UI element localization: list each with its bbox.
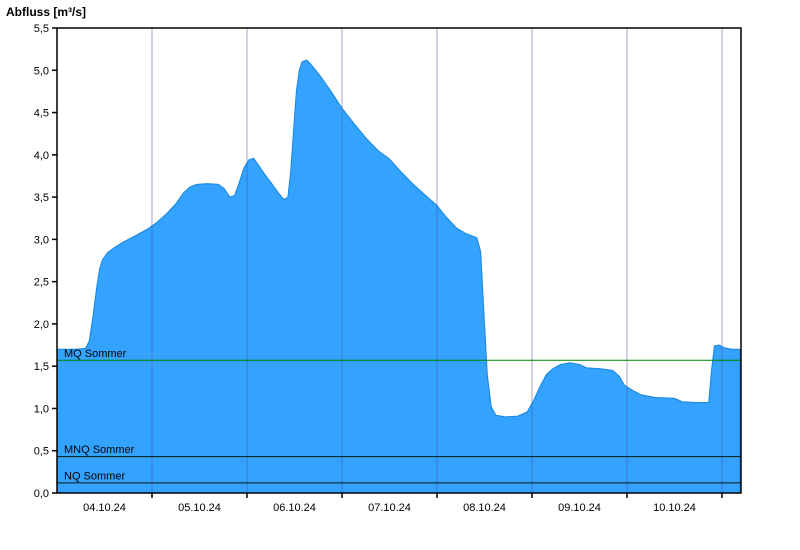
- y-axis-tick-label: 3,0: [34, 234, 49, 246]
- reference-line-label: NQ Sommer: [64, 470, 125, 482]
- x-axis-date-label: 05.10.24: [178, 502, 221, 514]
- x-axis-date-label: 07.10.24: [368, 502, 411, 514]
- x-axis-date-label: 04.10.24: [83, 502, 126, 514]
- plot-border: [56, 27, 742, 494]
- y-axis-tick-label: 0,5: [34, 446, 49, 458]
- reference-line-label: MNQ Sommer: [64, 444, 135, 456]
- discharge-area-series: [56, 59, 741, 494]
- y-axis-tick-label: 1,5: [34, 361, 49, 373]
- x-axis-date-label: 09.10.24: [558, 502, 601, 514]
- y-axis-tick-label: 4,5: [34, 108, 49, 120]
- y-axis-tick-label: 0,0: [34, 488, 49, 500]
- y-axis-tick-label: 3,5: [34, 192, 49, 204]
- reference-line-label: MQ Sommer: [64, 348, 127, 360]
- x-axis-date-label: 06.10.24: [273, 502, 316, 514]
- y-axis-tick-label: 1,0: [34, 403, 49, 415]
- y-axis-tick-label: 4,0: [34, 150, 49, 162]
- chart-title: Abfluss [m³/s]: [6, 5, 87, 19]
- y-axis-tick-label: 5,5: [34, 23, 49, 35]
- y-axis-tick-label: 2,0: [34, 319, 49, 331]
- y-axis-tick-label: 2,5: [34, 277, 49, 289]
- y-axis-tick-label: 5,0: [34, 65, 49, 77]
- x-axis-date-label: 10.10.24: [653, 502, 696, 514]
- x-axis-date-label: 08.10.24: [463, 502, 506, 514]
